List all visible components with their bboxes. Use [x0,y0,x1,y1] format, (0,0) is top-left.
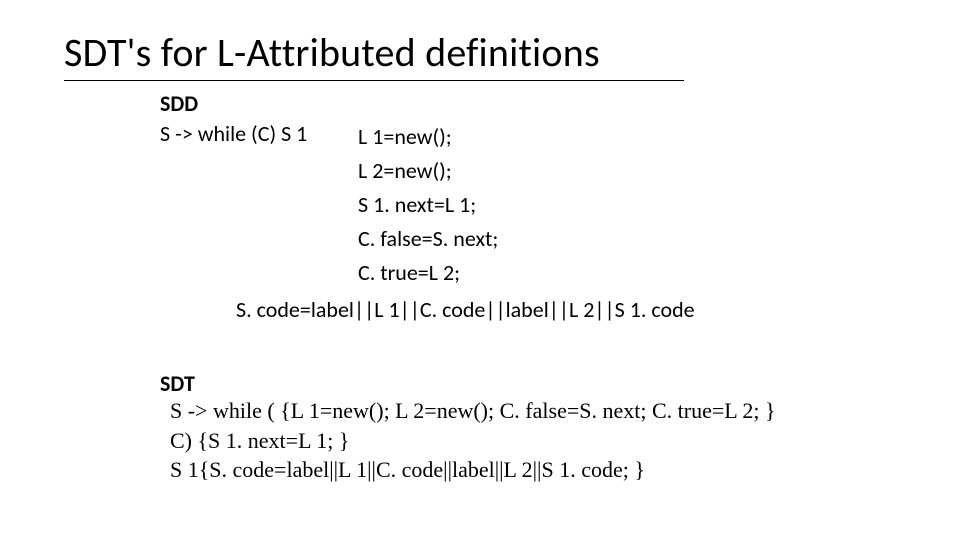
sdd-rule: S 1. next=L 1; [358,188,498,222]
sdd-long-rule: S. code=label||L 1||C. code||label||L 2|… [236,296,695,323]
sdd-rule: L 2=new(); [358,154,498,188]
sdd-rules-block: L 1=new(); L 2=new(); S 1. next=L 1; C. … [358,120,498,290]
sdd-heading: SDD [160,90,198,117]
slide: SDT's for L-Attributed definitions SDD S… [0,0,960,540]
sdd-rule: C. true=L 2; [358,256,498,290]
sdt-line: C) {S 1. next=L 1; } [170,426,776,456]
sdd-production: S -> while (C) S 1 [160,120,307,147]
sdt-body: S -> while ( {L 1=new(); L 2=new(); C. f… [170,396,776,485]
sdt-heading: SDT [160,370,195,397]
sdd-rule: C. false=S. next; [358,222,498,256]
title-underline [64,80,684,81]
sdd-rule: L 1=new(); [358,120,498,154]
sdt-line: S -> while ( {L 1=new(); L 2=new(); C. f… [170,396,776,426]
sdt-line: S 1{S. code=label||L 1||C. code||label||… [170,455,776,485]
slide-title: SDT's for L-Attributed definitions [64,28,600,77]
